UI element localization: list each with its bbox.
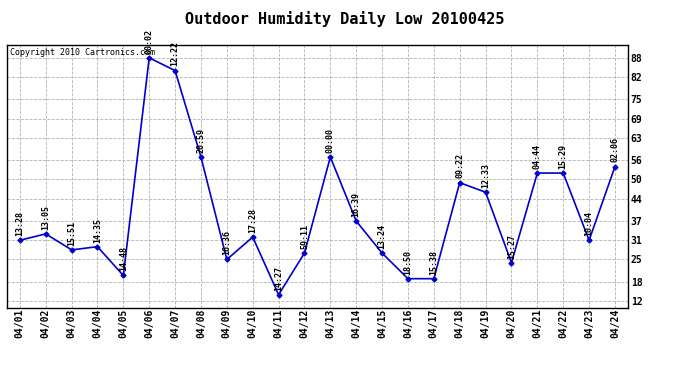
Text: 20:59: 20:59 — [197, 128, 206, 153]
Text: 12:33: 12:33 — [481, 163, 490, 188]
Text: 00:00: 00:00 — [326, 128, 335, 153]
Text: 13:28: 13:28 — [15, 211, 24, 236]
Text: 59:11: 59:11 — [300, 224, 309, 249]
Text: 04:44: 04:44 — [533, 144, 542, 169]
Text: Outdoor Humidity Daily Low 20100425: Outdoor Humidity Daily Low 20100425 — [186, 11, 504, 27]
Text: 14:27: 14:27 — [274, 266, 283, 291]
Text: 15:51: 15:51 — [67, 221, 76, 246]
Text: 13:05: 13:05 — [41, 205, 50, 230]
Text: 09:22: 09:22 — [455, 153, 464, 178]
Text: 14:35: 14:35 — [93, 217, 102, 243]
Text: 14:48: 14:48 — [119, 246, 128, 272]
Text: 12:22: 12:22 — [170, 42, 179, 66]
Text: 15:27: 15:27 — [507, 234, 516, 258]
Text: 02:06: 02:06 — [611, 138, 620, 162]
Text: Copyright 2010 Cartronics.com: Copyright 2010 Cartronics.com — [10, 48, 155, 57]
Text: 18:50: 18:50 — [404, 249, 413, 274]
Text: 17:28: 17:28 — [248, 208, 257, 233]
Text: 13:24: 13:24 — [377, 224, 386, 249]
Text: 15:29: 15:29 — [559, 144, 568, 169]
Text: 00:02: 00:02 — [145, 28, 154, 54]
Text: 16:36: 16:36 — [222, 230, 231, 255]
Text: 10:04: 10:04 — [584, 211, 593, 236]
Text: 16:39: 16:39 — [352, 192, 361, 217]
Text: 15:38: 15:38 — [429, 249, 438, 274]
